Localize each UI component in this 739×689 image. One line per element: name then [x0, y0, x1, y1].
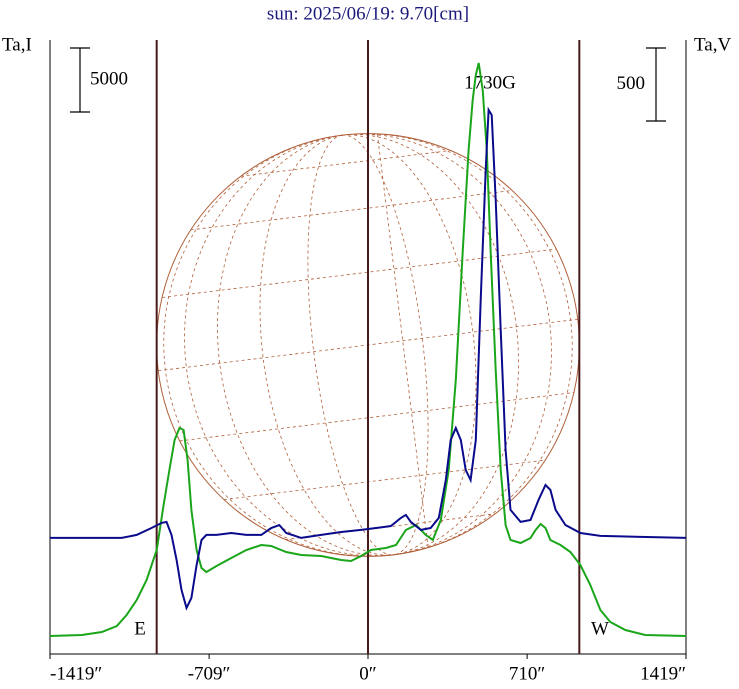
meridian	[342, 133, 552, 556]
annotation: E	[134, 618, 146, 639]
y-axis-label: Ta,I	[2, 34, 32, 55]
scale-label: 500	[617, 73, 646, 94]
meridian	[217, 134, 394, 556]
series-line	[50, 62, 686, 637]
scale-label: 5000	[90, 68, 128, 89]
parallel	[223, 459, 546, 500]
meridian	[184, 134, 394, 557]
parallel	[285, 513, 496, 540]
meridian	[342, 134, 477, 556]
annotation: W	[591, 618, 609, 639]
meridian	[307, 134, 394, 556]
parallel	[240, 150, 451, 177]
annotation: 1730G	[464, 72, 516, 93]
meridian	[259, 134, 394, 556]
meridian	[342, 134, 429, 556]
parallel	[179, 392, 574, 442]
x-tick-label: 0″	[359, 663, 376, 684]
x-tick-label: 710″	[509, 663, 545, 684]
x-tick-label: -1419″	[50, 663, 102, 684]
x-tick-label: -709″	[188, 663, 231, 684]
x-tick-label: 1419″	[640, 663, 686, 684]
y2-axis-label: Ta,V	[694, 34, 731, 55]
series-line	[50, 106, 686, 611]
chart-title: sun: 2025/06/19: 9.70[cm]	[267, 3, 469, 24]
meridian	[342, 134, 519, 556]
